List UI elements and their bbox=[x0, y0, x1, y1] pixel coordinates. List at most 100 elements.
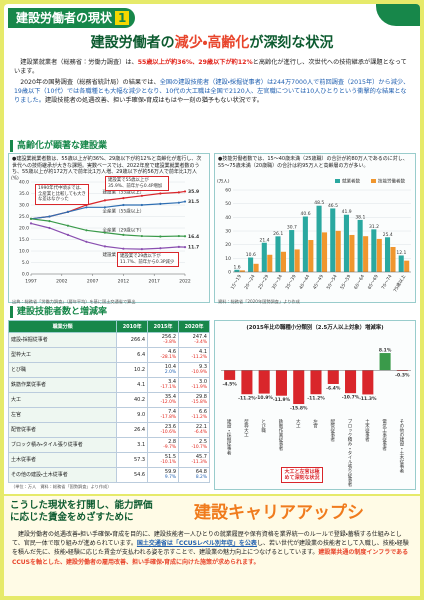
cell-rate: -10.6% bbox=[160, 430, 177, 435]
bar bbox=[302, 216, 308, 272]
bar bbox=[343, 214, 349, 272]
line-point bbox=[29, 217, 33, 220]
cell-value: 2.8 bbox=[168, 439, 177, 445]
table-cell: 大工 bbox=[7, 392, 118, 408]
table-cell: 10.4 2.0% bbox=[147, 362, 180, 378]
value-label: 21.4 bbox=[259, 237, 269, 243]
headline-emphasis: 減少・高齢化 bbox=[174, 35, 250, 51]
table-cell: 配管従事者 bbox=[7, 422, 118, 438]
table-cell: 型枠大工 bbox=[7, 347, 118, 363]
intro: 建設業就業者（総務省：労働力調査）は、55歳以上が約36%、29歳以下が約12%… bbox=[14, 58, 410, 107]
table-cell: 3.1 bbox=[116, 437, 149, 453]
y-axis-label: (万人) bbox=[217, 179, 230, 185]
value-label: 38.1 bbox=[355, 214, 365, 220]
header-number: 1 bbox=[115, 11, 130, 25]
change-chart-panel: (2015年比の職種小分類別（2.5万人以上対象）増減率) -4.5% 建設・採掘… bbox=[214, 320, 416, 490]
table-cell: その他の建設・土木従事者 bbox=[7, 467, 118, 483]
y-tick-label: 5.0 bbox=[22, 260, 29, 266]
series-label: 全産業（29歳以下） bbox=[103, 226, 145, 233]
table-cell: 鉄筋作業従事者 bbox=[7, 377, 118, 393]
bar bbox=[357, 219, 363, 272]
table-note: （単位：万人 資料：総務省「国勢調査」より作成） bbox=[11, 484, 112, 489]
cell-value: 22.1 bbox=[195, 424, 207, 430]
header-title: 建設労働者の現状 bbox=[16, 11, 113, 25]
text-segment: と高齢化が進行し、次世代への技術継承が課題となっています。 bbox=[14, 59, 407, 75]
line-series bbox=[30, 218, 186, 238]
x-tick-label: 15〜19 bbox=[230, 274, 243, 291]
line-chart: 0.0 5.0 10.0 15.0 20.0 25.0 30.0 35.0 40.0(%) 199… bbox=[11, 176, 199, 285]
line-point bbox=[85, 206, 88, 209]
cell-rate: -17.1% bbox=[160, 385, 177, 390]
bar bbox=[234, 269, 240, 272]
bar bbox=[239, 270, 245, 272]
x-tick-label: 70〜74 bbox=[380, 274, 393, 291]
value-label: 46.5 bbox=[328, 203, 338, 209]
y-tick-label: 10 bbox=[225, 256, 231, 262]
x-tick-label: 2022 bbox=[179, 279, 191, 285]
bar bbox=[275, 370, 287, 396]
table-cell: 23.6 -10.6% bbox=[147, 422, 180, 438]
table-cell: 3.0 -11.9% bbox=[178, 377, 210, 393]
line-point bbox=[66, 233, 70, 236]
line-point bbox=[140, 203, 143, 207]
table-cell: 2.5 -10.7% bbox=[178, 437, 210, 453]
table-cell: 247.4 -3.4% bbox=[178, 332, 210, 348]
cell-value: 2.5 bbox=[199, 439, 207, 445]
line-point bbox=[122, 233, 125, 236]
cell-value: 59.9 bbox=[164, 469, 177, 475]
table-row: 土木従事者 57.3 51.5 -10.1% 45.7 -11.3% bbox=[7, 452, 210, 468]
bar bbox=[330, 208, 336, 272]
table-cell: 4.6 -28.1% bbox=[147, 347, 180, 363]
line-point bbox=[48, 215, 51, 218]
bar bbox=[294, 249, 300, 272]
headline: 建設労働者の減少・高齢化が深刻な状況 bbox=[0, 34, 424, 52]
cell-value: 10.4 bbox=[164, 364, 177, 370]
text-segment: 国土交通省は「CCUSレベル別年収」を公表 bbox=[136, 540, 257, 548]
legend-label: 技能労働者数 bbox=[378, 178, 405, 185]
legend-swatch bbox=[371, 179, 376, 183]
table-cell: 51.5 -10.1% bbox=[147, 452, 180, 468]
paragraph: 建設業就業者（総務省：労働力調査）は、55歳以上が約36%、29歳以下が約12%… bbox=[14, 58, 410, 76]
table-cell: 2.8 -9.7% bbox=[147, 437, 180, 453]
y-tick-label: 35.0 bbox=[19, 191, 29, 197]
cell-value: 3.0 bbox=[199, 379, 207, 385]
cell-rate: -11.2% bbox=[191, 415, 207, 420]
table-cell: 7.4 -17.8% bbox=[147, 407, 180, 423]
table-panel: 職業分類 2010年 2015年 2020年 建設・採掘従事者 266.4 256.2 -3.… bbox=[7, 320, 210, 490]
x-tick-label: 65〜69 bbox=[367, 274, 380, 291]
x-tick-label: 25〜29 bbox=[257, 274, 270, 291]
bar bbox=[275, 236, 281, 272]
x-tick-label: 土木従事者 bbox=[364, 418, 369, 443]
cell-rate: 8.2% bbox=[195, 475, 207, 480]
y-tick-label: 25.0 bbox=[19, 214, 29, 220]
footer-body: 建設労働者の処遇改善・担い手確保・育成を目的に、建設技能者一人ひとりの就業履歴や… bbox=[12, 530, 412, 567]
cell-value: 7.4 bbox=[168, 409, 177, 415]
table-cell: 40.2 bbox=[116, 392, 149, 408]
cell-value: 35.4 bbox=[164, 394, 177, 400]
value-label: 31.2 bbox=[369, 224, 379, 230]
bar bbox=[293, 370, 305, 405]
y-axis-label: (%) bbox=[11, 176, 19, 182]
y-tick-label: 30.0 bbox=[19, 203, 29, 209]
y-tick-label: 40.0 bbox=[19, 180, 29, 186]
table-header-cell: 2015年 bbox=[147, 320, 180, 333]
bar bbox=[280, 251, 286, 272]
table-row: 大工 40.2 35.4 -12.0% 29.8 -15.8% bbox=[7, 392, 210, 408]
bar bbox=[248, 257, 254, 272]
bar bbox=[362, 370, 374, 395]
table-header-cell: 職業分類 bbox=[7, 320, 118, 333]
value-label: 10.6 bbox=[246, 252, 256, 258]
x-tick-label: 建設・採掘従事者 bbox=[226, 418, 231, 457]
bar bbox=[261, 242, 267, 272]
line-point bbox=[103, 199, 107, 202]
table-cell: 64.8 8.2% bbox=[178, 467, 210, 483]
line-point bbox=[159, 235, 162, 238]
x-tick-label: 2007 bbox=[87, 279, 99, 285]
table-header: 職業分類 2010年 2015年 2020年 bbox=[7, 320, 210, 333]
table-row: その他の建設・土木従事者 54.6 59.9 9.7% 64.8 8.2% bbox=[7, 467, 210, 483]
cell-value: 4.1 bbox=[199, 349, 207, 355]
table-header-cell: 2010年 bbox=[116, 320, 149, 333]
line-point bbox=[85, 240, 88, 243]
chart-title: (2015年比の職種小分類別（2.5万人以上対象）増減率) bbox=[246, 325, 384, 331]
table-row: とび職 10.2 10.4 2.0% 9.3 -10.9% bbox=[7, 362, 210, 378]
